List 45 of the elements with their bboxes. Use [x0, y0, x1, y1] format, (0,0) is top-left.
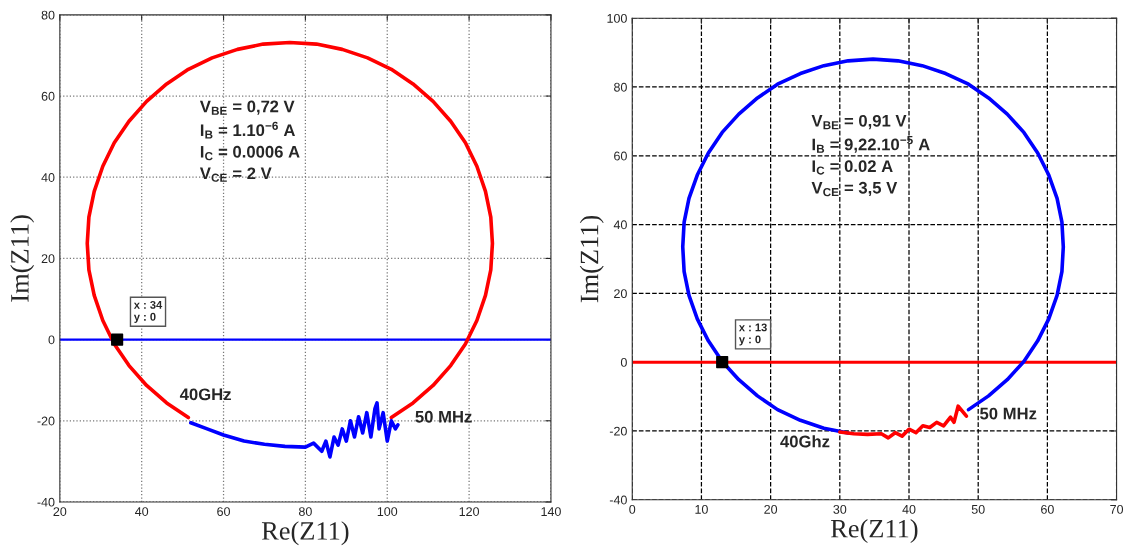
x-tick-label: 140 — [541, 507, 561, 516]
y-axis-title: Im(Z11) — [10, 215, 35, 302]
x-tick-label: 40 — [902, 504, 916, 514]
annotation: 50 MHz — [980, 407, 1037, 420]
x-tick-label: 50 — [971, 504, 985, 514]
y-tick-label: 80 — [614, 82, 627, 92]
y-tick-label: -40 — [37, 497, 55, 507]
x-axis-title: Re(Z11) — [830, 519, 918, 543]
x-tick-label: 0 — [629, 504, 636, 514]
y-tick-label: 40 — [613, 220, 627, 230]
annotation: x : 34 y : 0 — [133, 300, 163, 323]
annotation: x : 13 y : 0 — [738, 323, 767, 346]
line-series — [838, 404, 969, 440]
x-tick-label: 10 — [695, 504, 708, 514]
y-tick-label: 60 — [41, 91, 55, 101]
x-axis-title: Re(Z11) — [261, 521, 349, 546]
annotation: 50 MHz — [415, 410, 472, 423]
annotation: 40Ghz — [780, 435, 830, 448]
y-tick-label: 0 — [620, 357, 627, 367]
y-tick-label: -40 — [609, 495, 627, 505]
annotation: 40GHz — [179, 388, 231, 401]
x-tick-label: 20 — [53, 507, 67, 516]
line-series — [188, 401, 400, 459]
x-tick-label: 70 — [1110, 504, 1124, 514]
y-tick-label: 60 — [614, 151, 627, 161]
y-axis-title: Im(Z11) — [579, 215, 604, 303]
y-tick-label: 80 — [41, 10, 55, 20]
y-tick-label: -20 — [37, 416, 55, 426]
x-tick-label: 80 — [298, 507, 312, 516]
y-tick-label: 0 — [48, 335, 55, 345]
y-tick-label: 100 — [607, 13, 627, 23]
y-tick-label: 20 — [614, 289, 627, 299]
line-series — [680, 57, 1066, 435]
x-tick-label: 30 — [833, 504, 847, 514]
x-tick-label: 20 — [764, 504, 778, 514]
y-tick-label: -20 — [609, 426, 627, 436]
text: V$_{BE}$ = 0,72 V I$_{B}$ = 1.10$^{−6}$ A I$_{C}$ = 0.0006 A V$_{CE}$ = 2 V — [199, 100, 300, 182]
x-tick-label: 60 — [217, 507, 231, 516]
x-tick-label: 120 — [459, 507, 480, 516]
y-tick-label: 20 — [41, 254, 55, 264]
x-tick-label: 60 — [1041, 504, 1054, 514]
text: V$_{BE}$ = 0,91 V I$_{B}$ = 9,22.10$^{−5}$ A I$_{C}$ = 0.02 A V$_{CE}$ = 3,5 V — [811, 114, 930, 197]
y-tick-label: 40 — [41, 173, 55, 182]
x-tick-label: 40 — [135, 507, 149, 516]
x-tick-label: 100 — [377, 507, 398, 516]
